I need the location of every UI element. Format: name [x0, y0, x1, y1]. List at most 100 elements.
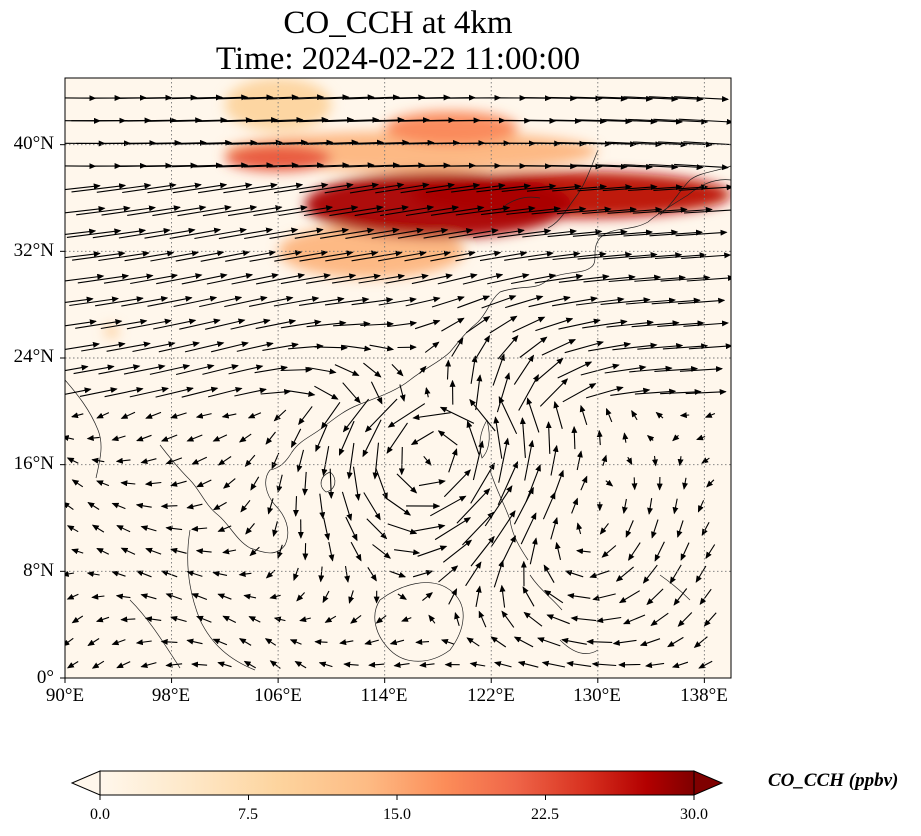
wind-vector: [425, 182, 481, 193]
wind-vector: [572, 95, 628, 102]
wind-vector: [260, 388, 292, 395]
wind-vector: [273, 116, 329, 123]
wind-vector: [410, 431, 434, 446]
wind-vector: [629, 365, 673, 373]
wind-vector: [579, 404, 588, 426]
wind-vector: [170, 615, 187, 623]
wind-vector: [344, 566, 351, 583]
wind-vector: [580, 363, 620, 376]
wind-vector: [674, 163, 729, 171]
wind-vector: [238, 433, 252, 443]
wind-vector: [142, 162, 198, 169]
wind-vector: [172, 182, 228, 194]
wind-vector: [169, 227, 222, 239]
wind-vector: [223, 478, 236, 489]
wind-vector: [648, 96, 704, 103]
wind-vector: [470, 535, 495, 567]
wind-vector: [65, 571, 75, 577]
wind-vector: [144, 616, 162, 623]
wind-vector: [65, 501, 74, 511]
wind-vector: [424, 387, 431, 398]
wind-vector: [271, 452, 280, 470]
wind-vector: [673, 588, 688, 606]
wind-vector: [669, 564, 682, 584]
wind-vector: [372, 442, 380, 480]
wind-vector: [399, 384, 406, 402]
wind-vector: [341, 344, 372, 352]
wind-vector: [98, 364, 141, 375]
wind-vector: [472, 440, 484, 481]
wind-vector: [199, 295, 243, 308]
wind-vector: [475, 585, 482, 608]
wind-vector: [267, 498, 274, 515]
wind-vector: [296, 592, 306, 602]
wind-vector: [534, 273, 584, 284]
wind-vector: [345, 227, 400, 239]
wind-vector: [662, 343, 709, 350]
wind-vector: [499, 584, 506, 608]
wind-vector: [607, 141, 663, 148]
wind-vector: [513, 636, 534, 648]
wind-vector: [372, 544, 391, 559]
wind-vector: [200, 250, 250, 262]
wind-vector: [422, 592, 433, 602]
colorbar-label: CO_CCH (ppbv): [768, 770, 899, 791]
wind-vector: [397, 227, 449, 239]
wind-vector: [147, 117, 203, 124]
wind-vector: [273, 616, 286, 623]
wind-vector: [249, 250, 303, 262]
wind-vector: [65, 364, 89, 372]
wind-vector: [658, 206, 713, 214]
wind-vector: [550, 444, 559, 476]
wind-vector: [360, 321, 394, 328]
map-plot: [60, 77, 732, 683]
wind-vector: [414, 319, 441, 330]
wind-vector: [596, 616, 622, 624]
colorbar-tick-22-5: 22.5: [531, 806, 559, 823]
wind-vector: [100, 318, 148, 330]
wind-vector: [136, 434, 152, 442]
wind-vector: [333, 320, 371, 327]
wind-vector: [387, 403, 426, 428]
wind-vector: [91, 593, 105, 600]
wind-vector: [481, 295, 517, 309]
wind-vector: [572, 163, 628, 170]
wind-vector: [591, 661, 617, 668]
wind-vector: [71, 548, 84, 555]
wind-vector: [249, 546, 260, 557]
wind-vector: [228, 364, 264, 375]
wind-vector: [671, 661, 689, 669]
wind-vector: [396, 473, 418, 494]
wind-vector: [135, 502, 152, 509]
wind-vector: [601, 545, 617, 558]
wind-vector: [415, 639, 430, 646]
wind-vector: [487, 273, 530, 285]
wind-vector: [322, 590, 330, 604]
wind-vector: [562, 383, 597, 403]
wind-vector: [111, 502, 126, 510]
wind-vector: [144, 227, 196, 239]
wind-vector: [547, 228, 603, 238]
wind-vector: [120, 411, 136, 419]
wind-vector: [448, 228, 499, 239]
wind-vector: [217, 593, 232, 600]
wind-vector: [264, 638, 277, 646]
wind-vector: [217, 661, 232, 668]
wind-vector: [354, 139, 410, 146]
wind-vector: [676, 520, 684, 538]
wind-vector: [91, 660, 105, 669]
wind-vector: [612, 342, 658, 351]
wind-vector: [698, 660, 713, 669]
wind-vector: [222, 548, 237, 555]
wind-vector: [677, 297, 726, 305]
wind-vector: [314, 385, 339, 400]
wind-vector: [324, 116, 380, 123]
wind-vector: [194, 227, 247, 240]
wind-vector: [273, 296, 320, 307]
colorbar-ticks: [99, 795, 695, 800]
wind-vector: [287, 390, 316, 397]
wind-vector: [210, 341, 249, 353]
wind-vector: [615, 566, 634, 582]
wind-vector: [618, 590, 640, 604]
wind-vector: [628, 542, 641, 561]
